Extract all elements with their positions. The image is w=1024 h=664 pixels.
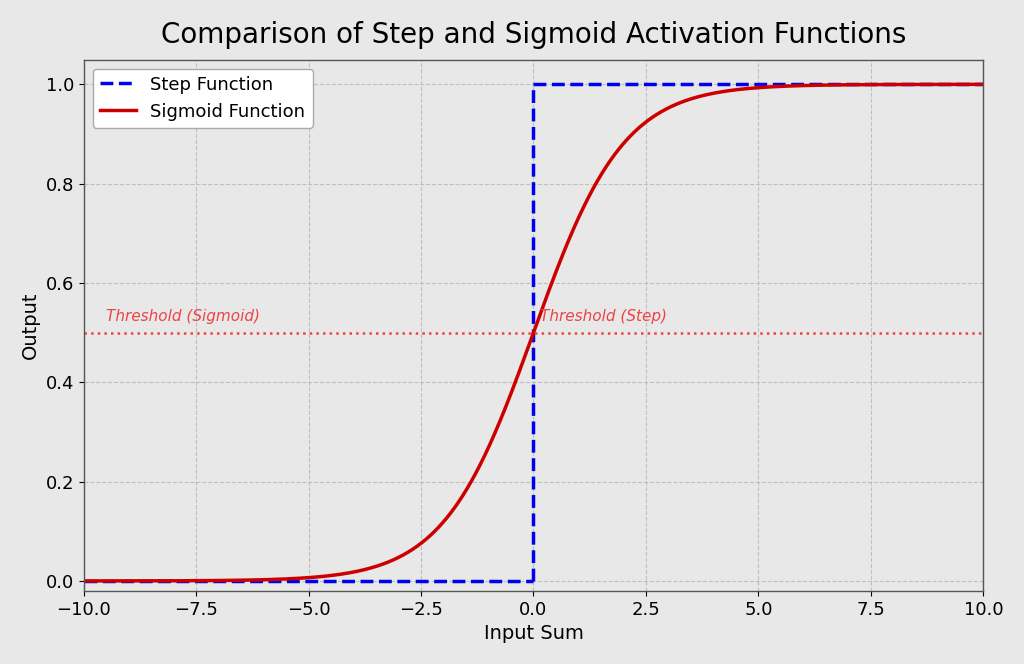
Step Function bbox=[78, 577, 90, 585]
Step Function bbox=[321, 577, 333, 585]
Line: Sigmoid Function: Sigmoid Function bbox=[84, 84, 983, 581]
Legend: Step Function, Sigmoid Function: Step Function, Sigmoid Function bbox=[92, 68, 312, 128]
Step Function bbox=[527, 577, 540, 585]
X-axis label: Input Sum: Input Sum bbox=[483, 624, 584, 643]
Sigmoid Function bbox=[950, 80, 963, 88]
Text: Threshold (Step): Threshold (Step) bbox=[541, 309, 668, 324]
Sigmoid Function bbox=[492, 424, 504, 432]
Text: Threshold (Sigmoid): Threshold (Sigmoid) bbox=[106, 309, 260, 324]
Sigmoid Function bbox=[515, 363, 527, 371]
Sigmoid Function bbox=[123, 577, 135, 585]
Step Function bbox=[446, 577, 459, 585]
Sigmoid Function bbox=[977, 80, 989, 88]
Sigmoid Function bbox=[951, 80, 964, 88]
Sigmoid Function bbox=[785, 82, 798, 90]
Step Function bbox=[345, 577, 357, 585]
Step Function bbox=[294, 577, 306, 585]
Title: Comparison of Step and Sigmoid Activation Functions: Comparison of Step and Sigmoid Activatio… bbox=[161, 21, 906, 49]
Step Function bbox=[516, 577, 528, 585]
Y-axis label: Output: Output bbox=[20, 291, 40, 359]
Step Function bbox=[291, 577, 303, 585]
Sigmoid Function bbox=[78, 577, 90, 585]
